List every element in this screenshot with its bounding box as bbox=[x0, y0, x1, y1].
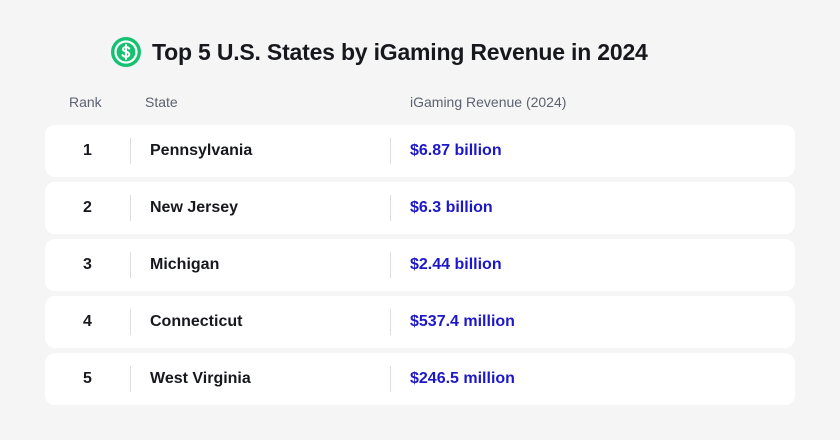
revenue-cell: $6.3 billion bbox=[410, 199, 493, 216]
column-divider bbox=[130, 309, 131, 335]
state-cell: Connecticut bbox=[150, 313, 243, 330]
state-cell: Michigan bbox=[150, 256, 220, 273]
column-divider bbox=[130, 252, 131, 278]
chart-title: Top 5 U.S. States by iGaming Revenue in … bbox=[152, 38, 648, 65]
state-cell: West Virginia bbox=[150, 370, 251, 387]
header-revenue: iGaming Revenue (2024) bbox=[410, 94, 567, 110]
column-divider bbox=[130, 366, 131, 392]
state-cell: Pennsylvania bbox=[150, 142, 253, 159]
table-header: Rank State iGaming Revenue (2024) bbox=[45, 92, 795, 112]
rank-cell: 1 bbox=[83, 142, 92, 159]
table-row: 3 Michigan $2.44 billion bbox=[45, 239, 795, 291]
table-row: 4 Connecticut $537.4 million bbox=[45, 296, 795, 348]
rank-cell: 5 bbox=[83, 370, 92, 387]
column-divider bbox=[390, 195, 391, 221]
column-divider bbox=[130, 138, 131, 164]
rank-cell: 3 bbox=[83, 256, 92, 273]
dollar-coin-icon bbox=[111, 37, 141, 67]
column-divider bbox=[390, 309, 391, 335]
title-bar: Top 5 U.S. States by iGaming Revenue in … bbox=[110, 36, 648, 68]
column-divider bbox=[390, 252, 391, 278]
table-row: 1 Pennsylvania $6.87 billion bbox=[45, 125, 795, 177]
column-divider bbox=[130, 195, 131, 221]
state-cell: New Jersey bbox=[150, 199, 239, 216]
header-rank: Rank bbox=[69, 94, 102, 110]
column-divider bbox=[390, 366, 391, 392]
revenue-cell: $6.87 billion bbox=[410, 142, 502, 159]
rank-cell: 4 bbox=[83, 313, 92, 330]
revenue-cell: $2.44 billion bbox=[410, 256, 502, 273]
table-row: 2 New Jersey $6.3 billion bbox=[45, 182, 795, 234]
header-state: State bbox=[145, 94, 178, 110]
table-body: 1 Pennsylvania $6.87 billion 2 New Jerse… bbox=[45, 125, 795, 410]
rank-cell: 2 bbox=[83, 199, 92, 216]
column-divider bbox=[390, 138, 391, 164]
table-row: 5 West Virginia $246.5 million bbox=[45, 353, 795, 405]
revenue-cell: $537.4 million bbox=[410, 313, 515, 330]
revenue-cell: $246.5 million bbox=[410, 370, 515, 387]
